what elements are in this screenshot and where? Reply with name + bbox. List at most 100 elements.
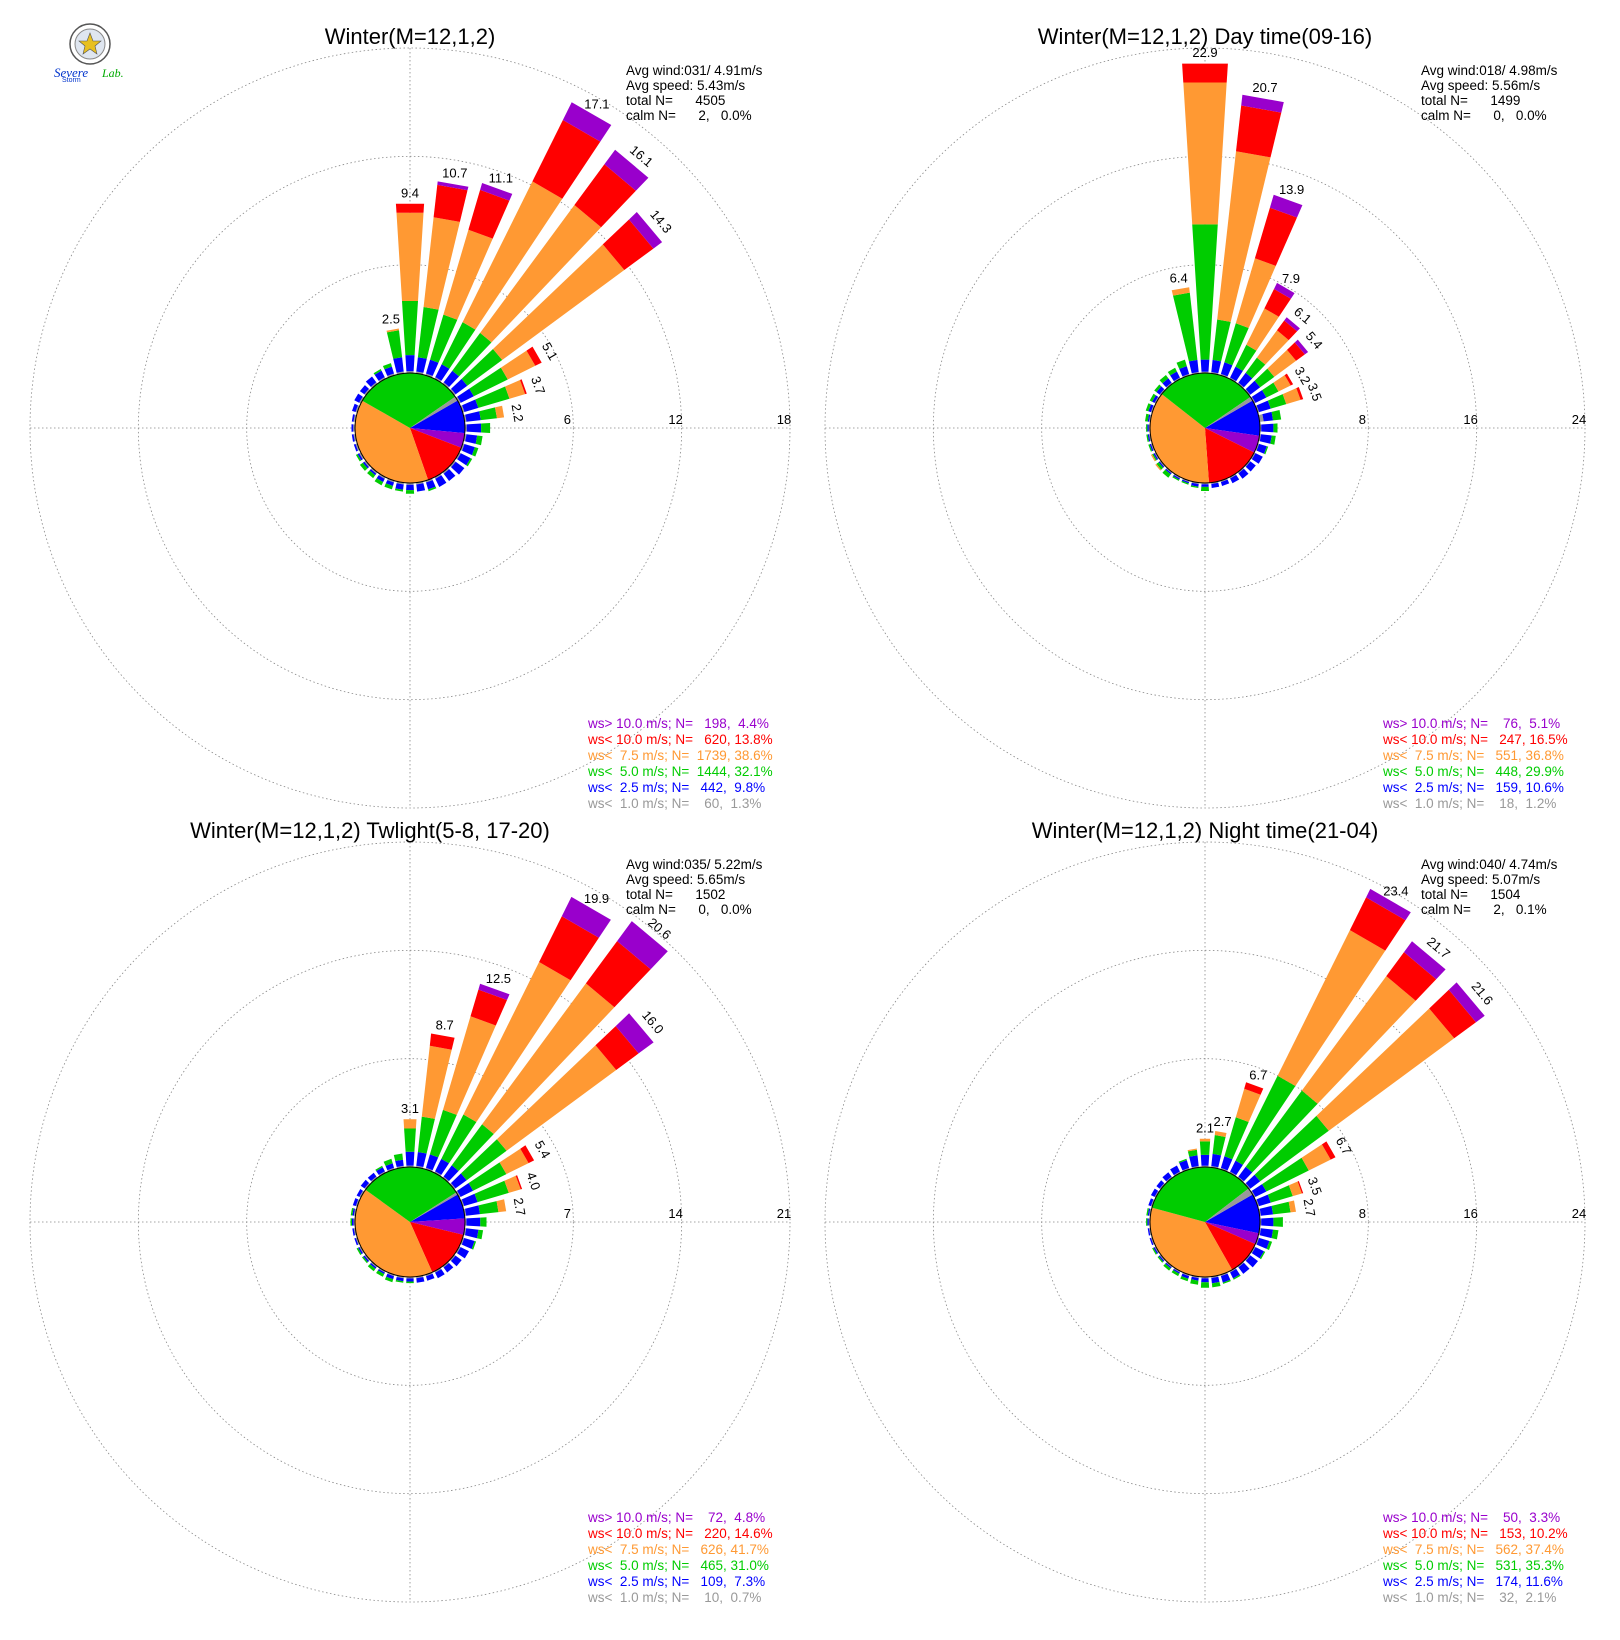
- bar-value-label: 13.9: [1279, 182, 1304, 197]
- bar-segment-lt7_5: [463, 962, 571, 1122]
- bar-segment-lt2_5: [443, 469, 456, 481]
- bar-segment-lt2_5: [451, 378, 468, 395]
- bar-segment-lt1: [378, 377, 386, 383]
- bar-segment-lt2_5: [1261, 1217, 1274, 1227]
- bar-segment-lt1: [455, 1246, 461, 1254]
- bar-segment-lt7_5: [1316, 1008, 1455, 1131]
- bar-segment-lt5: [1271, 1201, 1291, 1215]
- bar-segment-lt2_5: [1245, 1174, 1261, 1189]
- ring-label: 7: [564, 1206, 571, 1221]
- bar-segment-lt2_5: [1256, 400, 1271, 413]
- bar-segment-lt2_5: [1238, 468, 1249, 479]
- bar-segment-lt10: [1277, 320, 1298, 341]
- bar-segment-lt1: [355, 405, 360, 413]
- bar-segment-lt2_5: [369, 469, 377, 476]
- legend-entry-lt10: ws< 10.0 m/s; N= 153, 10.2%: [1382, 1526, 1568, 1541]
- bar-segment-lt2_5: [443, 1263, 454, 1273]
- bar-segment-lt2_5: [1147, 1218, 1149, 1226]
- bar-segment-lt5: [384, 483, 393, 490]
- bar-segment-lt2_5: [1238, 1262, 1250, 1274]
- bar-segment-lt5: [404, 1128, 416, 1152]
- bar-segment-lt1: [442, 467, 450, 474]
- wind-rose-panel-4: 8 16 242.1 2.76.723.421.721.66.73.52.7Winte…: [824, 818, 1586, 1605]
- bar-segment-lt5: [1199, 1141, 1211, 1155]
- bar-segment-lt10: [1429, 989, 1476, 1039]
- bar-segment-lt5: [1233, 1274, 1241, 1280]
- bar-segment-lt5: [1211, 1282, 1221, 1288]
- bar-segment-lt5: [376, 1270, 385, 1277]
- pie-slice-lt1: [1205, 397, 1253, 428]
- bar-segment-lt5: [1200, 1282, 1210, 1288]
- bar-segment-lt2_5: [377, 1269, 385, 1274]
- bar-segment-lt5: [1178, 1158, 1187, 1163]
- bar-segment-lt1: [449, 388, 456, 396]
- bar-segment-lt1: [1244, 1183, 1251, 1190]
- bar-segment-lt1: [442, 1261, 449, 1268]
- bar-segment-lt2_5: [1173, 1268, 1180, 1274]
- bar-segment-lt10: [1287, 342, 1305, 361]
- seal-star-icon: [78, 32, 102, 55]
- bar-segment-lt2_5: [1238, 1166, 1253, 1182]
- bar-segment-lt1: [1166, 1261, 1173, 1268]
- stat-line: total N= 1504: [1421, 887, 1521, 902]
- bar-segment-lt2_5: [435, 1269, 445, 1279]
- bar-segment-lt7_5: [423, 217, 460, 310]
- stat-line: Avg wind:031/ 4.91m/s: [626, 63, 763, 78]
- bar-segment-lt2_5: [393, 357, 404, 373]
- bar-segment-lt10: [1244, 1082, 1264, 1095]
- bar-segment-lt2_5: [384, 366, 394, 376]
- bar-value-label: 2.5: [382, 312, 400, 327]
- bar-segment-gt10: [604, 149, 649, 191]
- pie-slice-lt1: [1205, 1188, 1253, 1222]
- bar-segment-lt2_5: [1259, 434, 1272, 444]
- bar-segment-lt5: [373, 369, 382, 375]
- bar-segment-lt7_5: [482, 983, 615, 1134]
- bar-segment-lt2_5: [1162, 378, 1172, 388]
- bar-segment-lt2_5: [376, 475, 385, 483]
- bar-value-label: 2.2: [509, 403, 527, 423]
- bar-segment-lt5: [1176, 359, 1187, 369]
- bar-segment-lt2_5: [354, 393, 363, 403]
- bar-segment-gt10: [1404, 941, 1446, 980]
- bar-segment-lt5: [475, 435, 483, 446]
- bar-segment-lt5: [382, 363, 392, 370]
- bar-segment-lt5: [1152, 453, 1157, 461]
- bar-segment-lt2_5: [359, 385, 369, 395]
- bar-segment-lt5: [1180, 1276, 1189, 1282]
- bar-segment-lt5: [405, 490, 415, 494]
- bar-segment-lt2_5: [1256, 1237, 1270, 1249]
- bar-segment-lt2_5: [1211, 359, 1222, 374]
- bar-segment-lt2_5: [358, 1247, 363, 1255]
- bar-segment-lt5: [417, 307, 439, 359]
- bar-segment-lt10: [1297, 1181, 1304, 1194]
- bar-segment-lt1: [1159, 1254, 1166, 1261]
- bar-segment-lt5: [393, 1153, 403, 1161]
- bar-segment-lt5: [1173, 292, 1198, 362]
- bar-segment-lt2_5: [360, 1179, 369, 1189]
- bar-segment-lt2_5: [367, 1172, 377, 1181]
- bar-segment-lt5: [1235, 1075, 1296, 1165]
- legend-entry-lt2_5: ws< 2.5 m/s; N= 174, 11.6%: [1382, 1574, 1563, 1589]
- bar-segment-lt2_5: [435, 364, 450, 381]
- bar-value-label: 5.4: [1303, 329, 1326, 352]
- pie-slice-lt1: [410, 1192, 458, 1222]
- bar-segment-lt2_5: [1256, 443, 1267, 454]
- bar-segment-lt5: [474, 1180, 509, 1203]
- bar-segment-lt1: [434, 377, 442, 383]
- bar-segment-lt5: [471, 1241, 477, 1250]
- bar-segment-lt5: [374, 478, 384, 486]
- bar-segment-lt10: [532, 120, 601, 199]
- bar-segment-lt5: [441, 1114, 477, 1164]
- bar-segment-gt10: [561, 896, 611, 938]
- bar-segment-lt5: [1145, 403, 1151, 412]
- bar-segment-lt2_5: [1179, 366, 1190, 377]
- bar-segment-lt2_5: [363, 1255, 369, 1263]
- bar-segment-lt2_5: [1230, 1268, 1240, 1279]
- bar-segment-lt5: [1192, 224, 1218, 360]
- bar-segment-lt2_5: [465, 411, 481, 422]
- bar-segment-lt7_5: [1235, 1088, 1261, 1122]
- bar-segment-lt5: [367, 1264, 376, 1272]
- bar-segment-lt2_5: [1201, 1278, 1209, 1283]
- legend-entry-lt10: ws< 10.0 m/s; N= 220, 14.6%: [587, 1526, 773, 1541]
- bar-segment-lt2_5: [426, 359, 439, 376]
